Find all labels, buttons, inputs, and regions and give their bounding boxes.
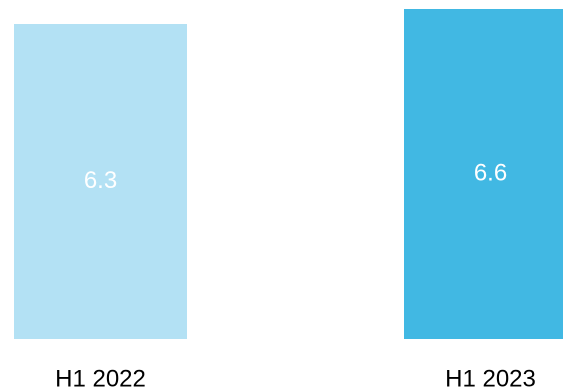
data-label: 6.6 bbox=[474, 159, 507, 186]
bar-h1-2023 bbox=[404, 9, 563, 339]
category-label: H1 2023 bbox=[445, 365, 536, 391]
data-label: 6.3 bbox=[84, 167, 117, 194]
bar-h1-2022 bbox=[14, 24, 187, 339]
category-label: H1 2022 bbox=[55, 365, 146, 391]
